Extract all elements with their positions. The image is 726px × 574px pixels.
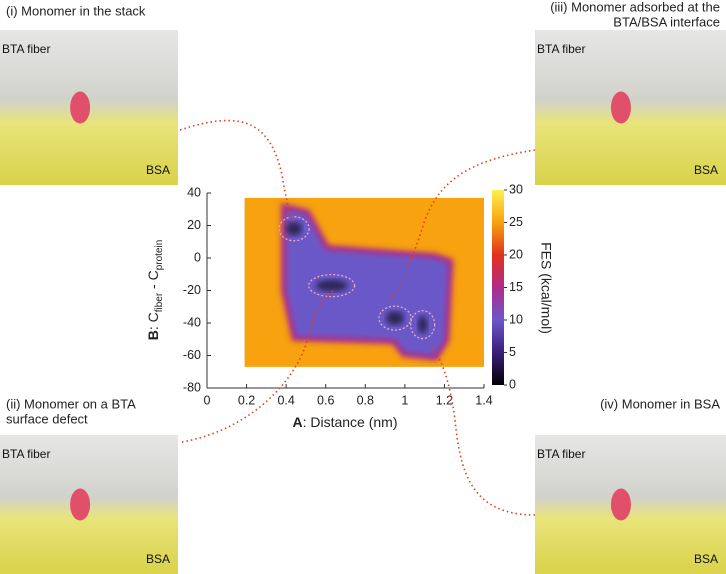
- colorbar: [492, 190, 504, 385]
- minimum: [385, 311, 404, 326]
- panel-title: surface defect: [6, 411, 88, 426]
- panel-title: (iv) Monomer in BSA: [600, 396, 720, 411]
- minimum-outline: [410, 310, 436, 340]
- minimum-outline: [308, 274, 356, 298]
- panel-title: (i) Monomer in the stack: [6, 3, 146, 18]
- y-tick-label: -40: [183, 315, 201, 329]
- x-tick-label: 1.4: [475, 393, 492, 407]
- y-tick-label: -20: [183, 283, 201, 297]
- y-tick-label: 0: [194, 250, 201, 264]
- x-tick-label: 0.2: [238, 393, 255, 407]
- colorbar-tick-label: 10: [509, 312, 523, 326]
- panel-title: (iii) Monomer adsorbed at the: [550, 0, 720, 14]
- protein-label: BSA: [694, 163, 718, 177]
- colorbar-tick-label: 5: [509, 345, 516, 359]
- colorbar-tick-label: 25: [509, 215, 523, 229]
- x-tick-label: 0.4: [277, 393, 294, 407]
- x-tick-label: 0.6: [317, 393, 334, 407]
- y-label-part: : C: [145, 312, 161, 330]
- panel-title: BTA/BSA interface: [613, 14, 720, 29]
- fiber-label: BTA fiber: [537, 42, 585, 56]
- x-tick-label: 0: [204, 393, 211, 407]
- minimum: [417, 315, 428, 334]
- y-axis-label: B: Cfiber - Cprotein: [145, 240, 165, 341]
- minimum-outline: [278, 216, 310, 242]
- y-label-sub: fiber: [154, 292, 165, 312]
- monomer: [610, 91, 631, 124]
- x-tick-label: 0.8: [357, 393, 374, 407]
- connector: [389, 149, 536, 301]
- y-tick-label: 20: [187, 218, 201, 232]
- connector: [181, 290, 334, 443]
- fiber-label: BTA fiber: [537, 447, 585, 461]
- y-label-bold: B: [145, 330, 161, 340]
- x-label-bold: A: [292, 414, 302, 430]
- y-tick-label: -60: [183, 348, 201, 362]
- colorbar-tick-label: 15: [509, 280, 523, 294]
- monomer: [610, 488, 631, 521]
- minimum: [315, 279, 348, 292]
- connectors: [179, 119, 536, 516]
- x-axis-label: A: Distance (nm): [292, 414, 397, 430]
- y-label-part: - C: [145, 270, 161, 293]
- colorbar-tick-label: 20: [509, 247, 523, 261]
- connector: [429, 344, 536, 516]
- protein-label: BSA: [694, 552, 718, 566]
- colorbar-tick-label: 30: [509, 182, 523, 196]
- colorbar-label: FES (kcal/mol): [538, 242, 554, 334]
- x-label: : Distance (nm): [303, 414, 398, 430]
- x-tick-label: 1.2: [436, 393, 453, 407]
- y-tick-label: 40: [187, 185, 201, 199]
- protein-label: BSA: [146, 163, 170, 177]
- minimum-outline: [378, 305, 412, 331]
- panel-title: (ii) Monomer on a BTA: [6, 396, 136, 411]
- heatmap-basin: [286, 209, 449, 356]
- protein-label: BSA: [146, 552, 170, 566]
- monomer: [70, 91, 91, 124]
- monomer: [70, 488, 91, 521]
- y-tick-label: -80: [183, 380, 201, 394]
- minimum: [286, 221, 303, 236]
- colorbar-tick-label: 0: [509, 377, 516, 391]
- fiber-label: BTA fiber: [2, 42, 50, 56]
- x-tick-label: 1: [401, 393, 408, 407]
- fiber-label: BTA fiber: [2, 447, 50, 461]
- y-label-sub: protein: [154, 240, 165, 271]
